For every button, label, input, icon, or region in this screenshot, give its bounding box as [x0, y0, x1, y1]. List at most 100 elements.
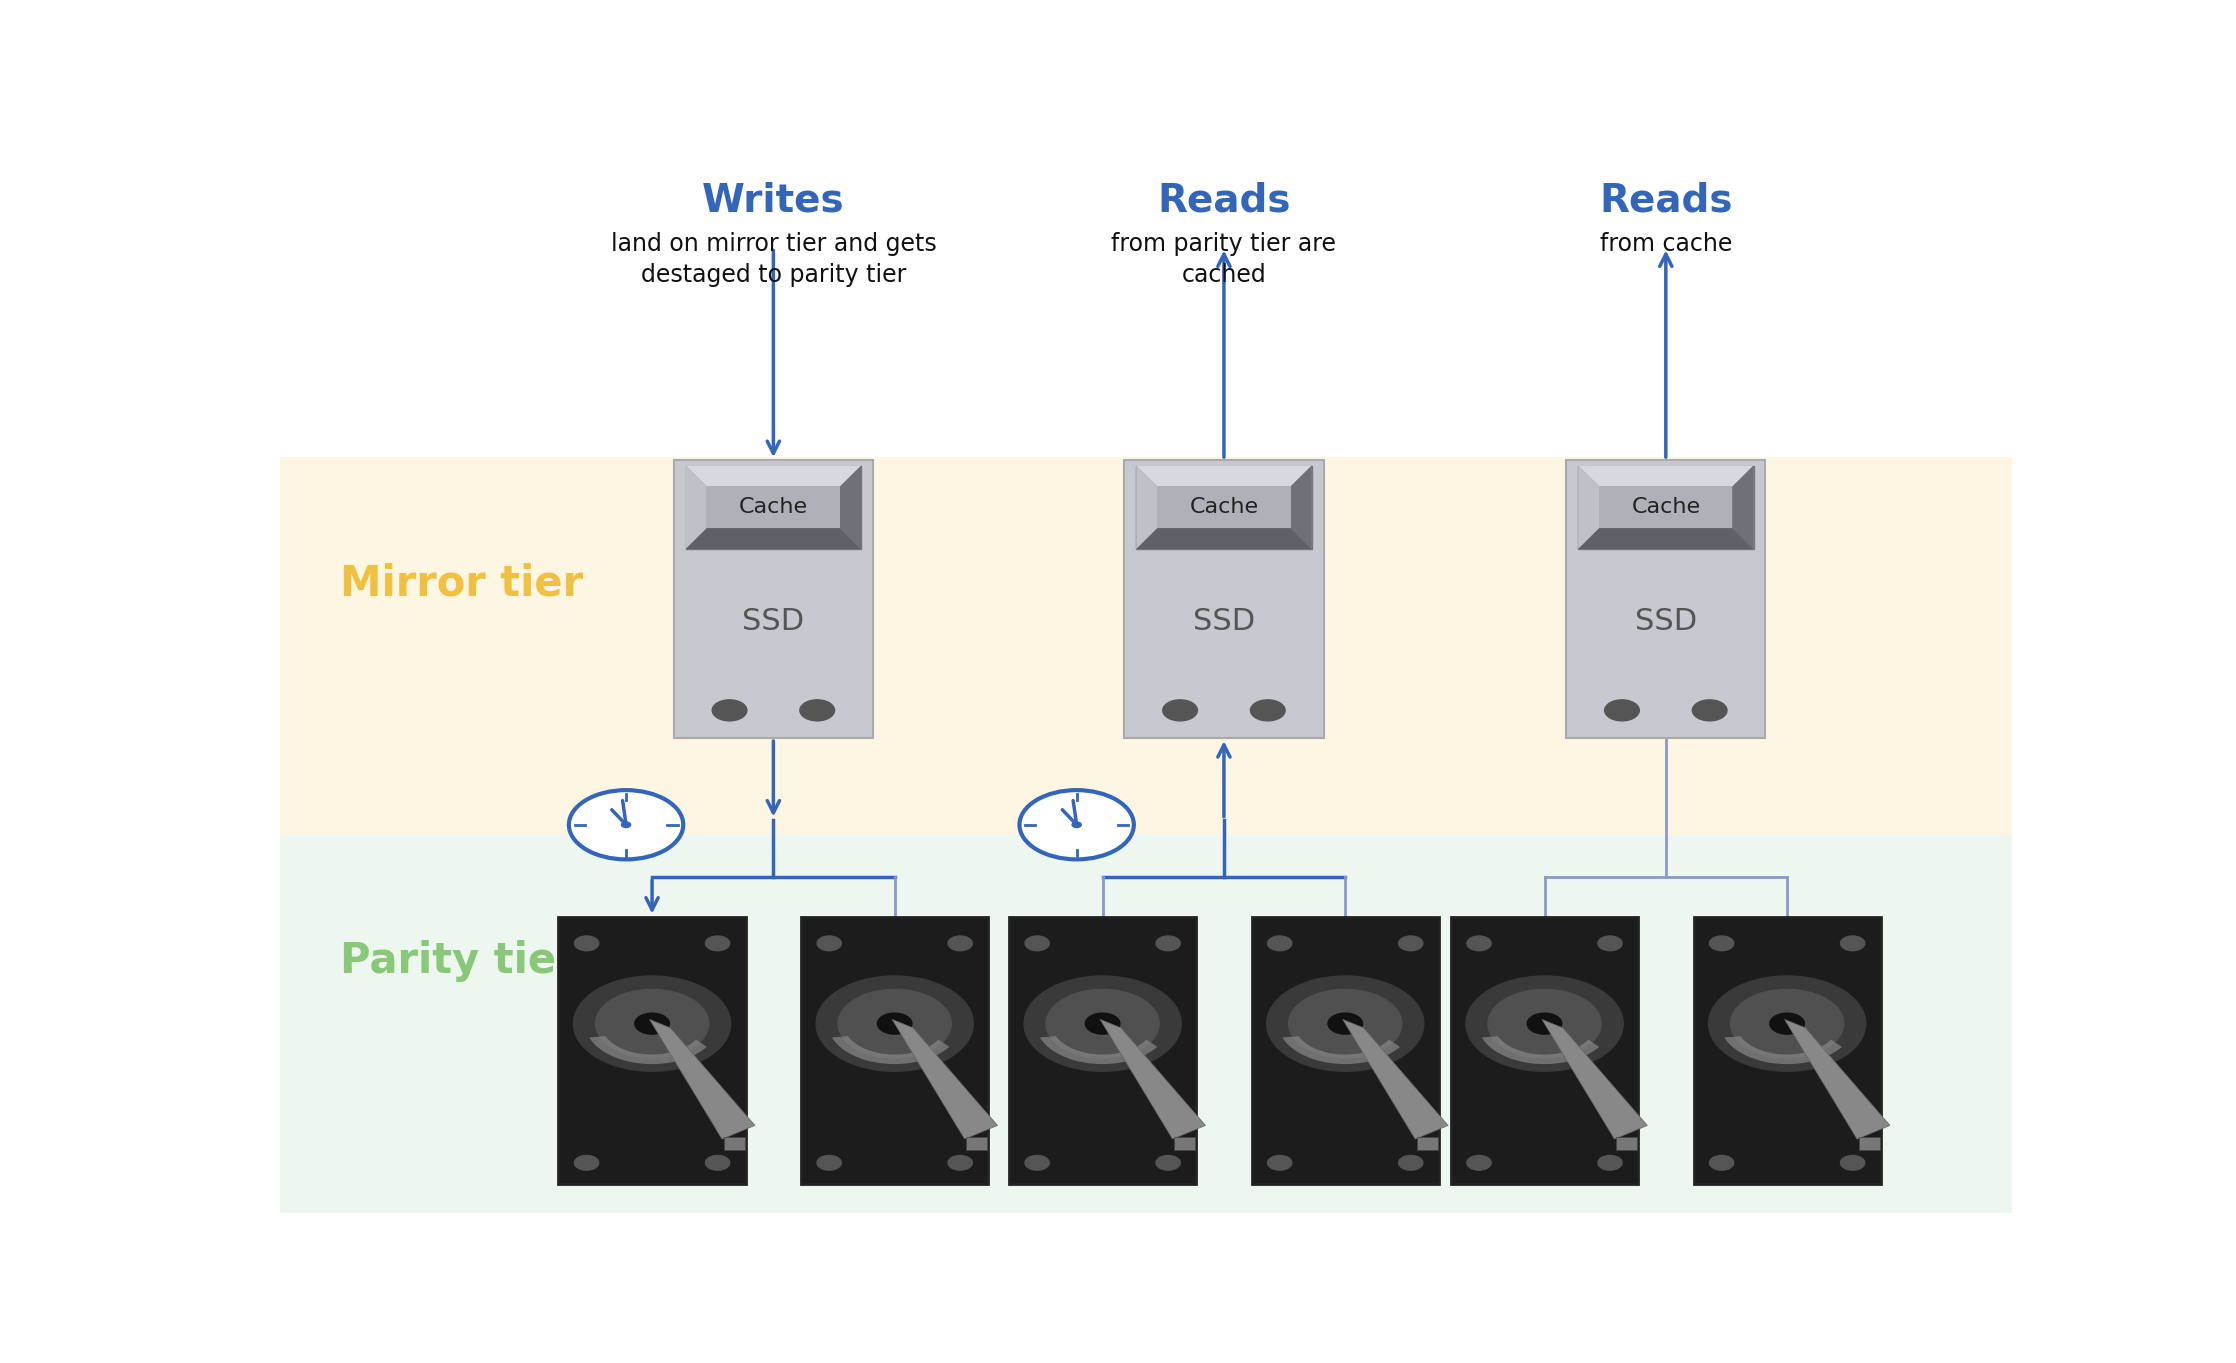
FancyBboxPatch shape: [1858, 1137, 1880, 1149]
Polygon shape: [1283, 1036, 1400, 1065]
Circle shape: [1156, 1156, 1181, 1171]
Circle shape: [816, 936, 841, 951]
Circle shape: [575, 936, 599, 951]
FancyBboxPatch shape: [724, 1137, 745, 1149]
Circle shape: [1268, 936, 1292, 951]
Circle shape: [595, 990, 709, 1058]
Text: SSD: SSD: [1192, 607, 1254, 637]
Circle shape: [1708, 976, 1865, 1071]
Polygon shape: [1136, 466, 1313, 487]
FancyBboxPatch shape: [673, 461, 872, 739]
Circle shape: [1024, 1156, 1049, 1171]
Circle shape: [1046, 990, 1158, 1058]
Circle shape: [1024, 936, 1049, 951]
FancyBboxPatch shape: [1008, 916, 1196, 1184]
Circle shape: [948, 936, 973, 951]
Polygon shape: [1040, 1036, 1158, 1065]
Circle shape: [1268, 1156, 1292, 1171]
Circle shape: [1467, 976, 1623, 1071]
FancyBboxPatch shape: [559, 916, 745, 1184]
Circle shape: [1599, 936, 1621, 951]
Text: Reads: Reads: [1158, 181, 1290, 219]
FancyBboxPatch shape: [1451, 916, 1639, 1184]
Circle shape: [572, 976, 731, 1071]
Circle shape: [1840, 936, 1865, 951]
Text: SSD: SSD: [1635, 607, 1697, 637]
Circle shape: [1020, 791, 1134, 860]
FancyBboxPatch shape: [707, 487, 841, 529]
Text: Reads: Reads: [1599, 181, 1733, 219]
Polygon shape: [686, 466, 707, 549]
Polygon shape: [1579, 466, 1753, 487]
Text: SSD: SSD: [742, 607, 805, 637]
Polygon shape: [1579, 529, 1753, 549]
Polygon shape: [686, 466, 861, 487]
Text: Cache: Cache: [1190, 497, 1259, 518]
Circle shape: [575, 1156, 599, 1171]
Circle shape: [1266, 976, 1424, 1071]
Text: Writes: Writes: [702, 181, 845, 219]
Bar: [280, 458, 2012, 836]
FancyBboxPatch shape: [1565, 461, 1766, 739]
Circle shape: [704, 936, 729, 951]
FancyBboxPatch shape: [1579, 466, 1753, 549]
Polygon shape: [1290, 466, 1313, 549]
Polygon shape: [686, 529, 861, 549]
FancyBboxPatch shape: [1125, 461, 1324, 739]
Text: Cache: Cache: [738, 497, 807, 518]
Polygon shape: [892, 1020, 997, 1139]
Circle shape: [1398, 1156, 1422, 1171]
Circle shape: [635, 1013, 669, 1035]
Circle shape: [948, 1156, 973, 1171]
Text: Cache: Cache: [1632, 497, 1699, 518]
Circle shape: [1084, 1013, 1120, 1035]
FancyBboxPatch shape: [1136, 466, 1313, 549]
Circle shape: [704, 1156, 729, 1171]
FancyBboxPatch shape: [1599, 487, 1733, 529]
Circle shape: [1071, 822, 1082, 827]
Polygon shape: [1100, 1020, 1205, 1139]
FancyBboxPatch shape: [1252, 916, 1438, 1184]
Polygon shape: [841, 466, 861, 549]
FancyBboxPatch shape: [1158, 487, 1290, 529]
Circle shape: [1711, 936, 1733, 951]
Circle shape: [1328, 1013, 1362, 1035]
Circle shape: [1731, 990, 1845, 1058]
FancyBboxPatch shape: [686, 466, 861, 549]
Circle shape: [713, 699, 747, 721]
FancyBboxPatch shape: [1693, 916, 1880, 1184]
Polygon shape: [832, 1036, 950, 1065]
Bar: [280, 836, 2012, 1213]
Text: Mirror tier: Mirror tier: [340, 563, 584, 604]
Text: from cache: from cache: [1599, 232, 1733, 256]
Circle shape: [1771, 1013, 1804, 1035]
FancyBboxPatch shape: [966, 1137, 986, 1149]
Circle shape: [1250, 699, 1286, 721]
Polygon shape: [648, 1020, 756, 1139]
Circle shape: [1599, 1156, 1621, 1171]
Circle shape: [838, 990, 950, 1058]
Circle shape: [1467, 1156, 1491, 1171]
Text: land on mirror tier and gets
destaged to parity tier: land on mirror tier and gets destaged to…: [610, 232, 937, 288]
Circle shape: [816, 1156, 841, 1171]
Text: from parity tier are
cached: from parity tier are cached: [1111, 232, 1337, 288]
Polygon shape: [1784, 1020, 1889, 1139]
Circle shape: [1527, 1013, 1561, 1035]
Polygon shape: [1136, 529, 1313, 549]
Polygon shape: [1733, 466, 1753, 549]
Circle shape: [1605, 699, 1639, 721]
Circle shape: [816, 976, 973, 1071]
Circle shape: [1163, 699, 1198, 721]
FancyBboxPatch shape: [1418, 1137, 1438, 1149]
Polygon shape: [1543, 1020, 1648, 1139]
Polygon shape: [1342, 1020, 1449, 1139]
Circle shape: [1024, 976, 1181, 1071]
Circle shape: [877, 1013, 912, 1035]
Polygon shape: [1136, 466, 1158, 549]
Circle shape: [1487, 990, 1601, 1058]
Polygon shape: [590, 1036, 707, 1065]
Circle shape: [568, 791, 684, 860]
Text: Parity tier: Parity tier: [340, 940, 577, 983]
Circle shape: [1156, 936, 1181, 951]
Circle shape: [1398, 936, 1422, 951]
